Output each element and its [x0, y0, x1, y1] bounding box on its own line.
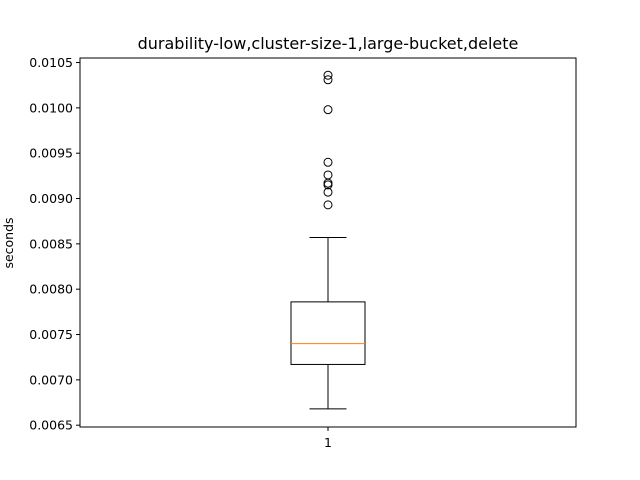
y-tick-label: 0.0095 — [29, 146, 73, 161]
iqr-box — [290, 301, 366, 365]
y-tick-label: 0.0065 — [29, 418, 73, 433]
plot-area: 0.0065 0.0070 0.0075 0.0080 0.0085 0.0090 0.00… — [29, 55, 366, 450]
y-tick-label: 0.0105 — [29, 55, 73, 70]
outlier-point — [323, 157, 333, 167]
outlier-point — [323, 170, 333, 180]
y-tick-label: 0.0090 — [29, 191, 73, 206]
outlier-point — [323, 200, 333, 210]
y-tick-label: 0.0100 — [29, 100, 73, 115]
outlier-point — [323, 75, 333, 85]
y-tick-label: 0.0070 — [29, 372, 73, 387]
axes-frame — [79, 57, 577, 428]
outlier-point — [323, 70, 333, 80]
outlier-point — [323, 187, 333, 197]
y-axis-label: seconds — [1, 217, 16, 268]
x-tick-label: 1 — [324, 435, 332, 450]
chart-title: durability-low,cluster-size-1,large-buck… — [138, 34, 519, 53]
y-tick-label: 0.0085 — [29, 236, 73, 251]
outlier-point — [323, 105, 333, 115]
y-tick-label: 0.0075 — [29, 327, 73, 342]
y-tick-label: 0.0080 — [29, 282, 73, 297]
